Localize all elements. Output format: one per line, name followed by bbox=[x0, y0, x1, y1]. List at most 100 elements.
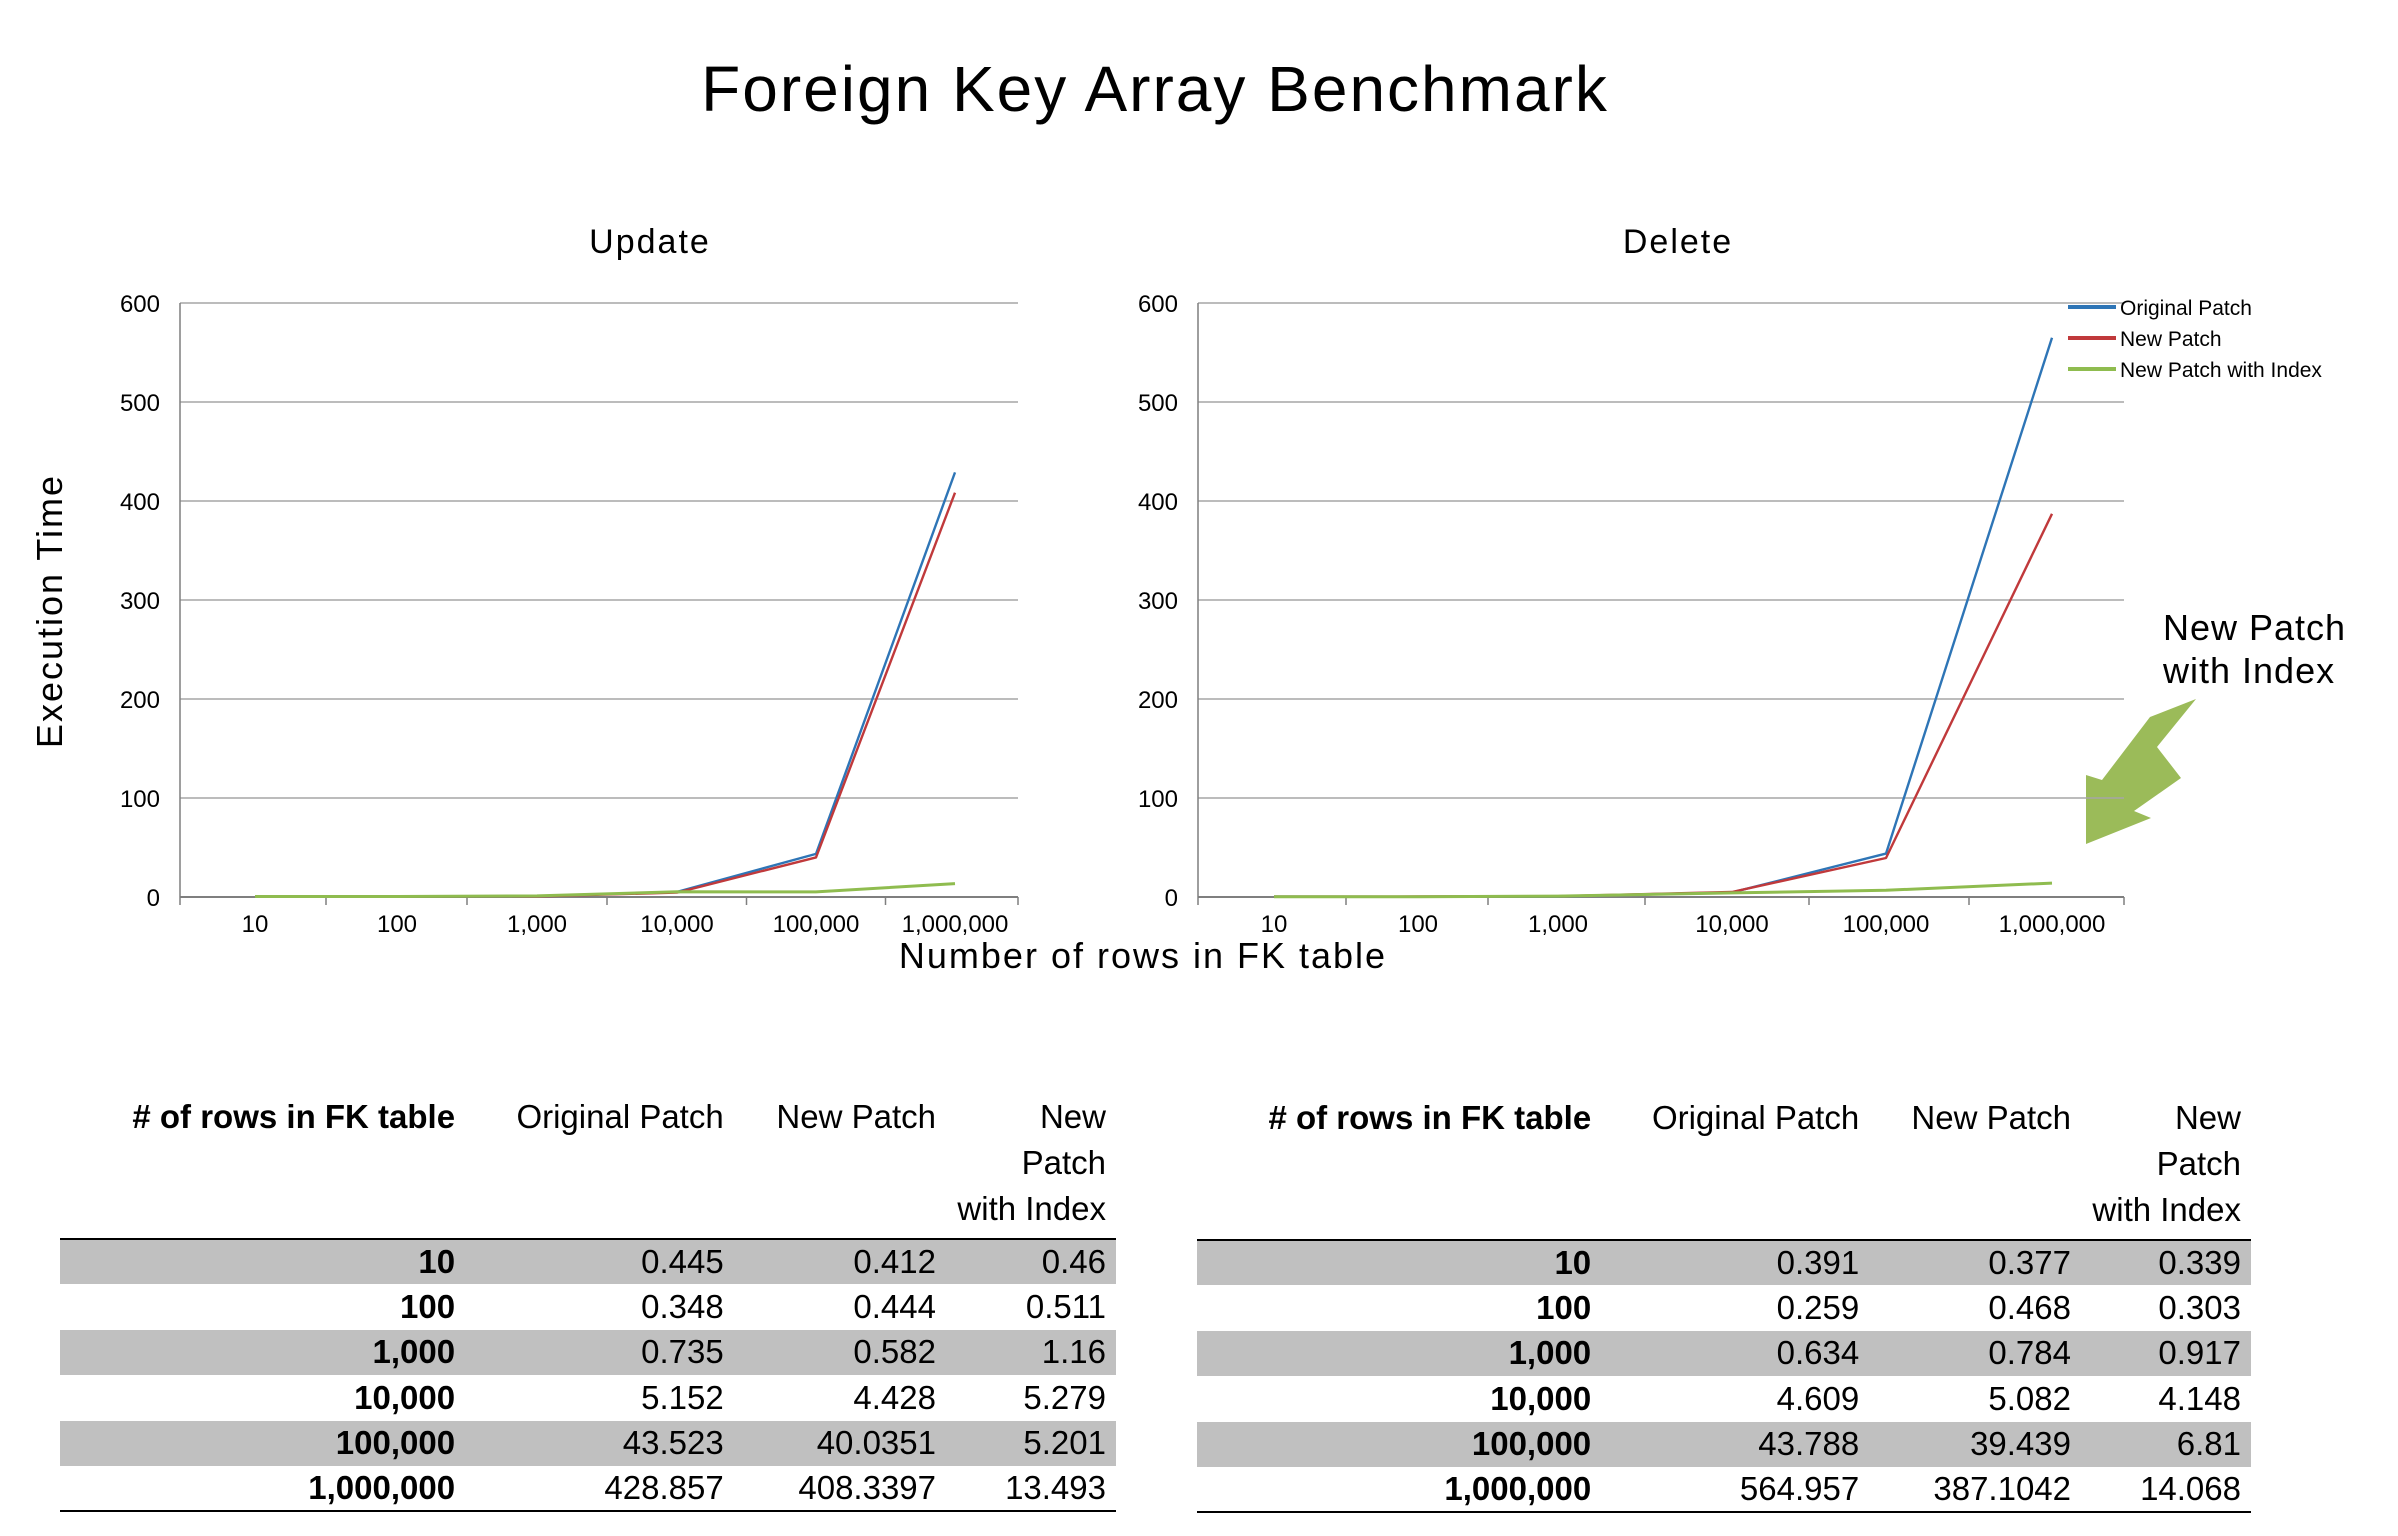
x-tick-label: 10,000 bbox=[1695, 911, 1768, 938]
value-cell: 6.81 bbox=[2176, 1425, 2241, 1463]
value-cell: 0.46 bbox=[1041, 1243, 1106, 1281]
series-line-index bbox=[1274, 881, 2053, 899]
y-tick-label: 200 bbox=[120, 687, 160, 714]
row-label-cell: 10 bbox=[418, 1243, 456, 1281]
value-cell: 1.16 bbox=[1041, 1333, 1106, 1371]
value-cell: 0.784 bbox=[1988, 1334, 2071, 1372]
table-row: 100 0.348 0.444 0.511 bbox=[60, 1284, 1116, 1329]
table-header-index: New Patch with Index bbox=[957, 1098, 1106, 1227]
y-tick-label: 200 bbox=[1138, 687, 1178, 714]
table-header-original: Original Patch bbox=[1651, 1099, 1860, 1136]
value-cell: 4.148 bbox=[2158, 1379, 2241, 1417]
value-cell: 0.412 bbox=[853, 1243, 936, 1281]
legend-label-original: Original Patch bbox=[2120, 297, 2252, 320]
value-cell: 0.735 bbox=[641, 1333, 724, 1371]
legend-label-new: New Patch bbox=[2120, 328, 2222, 351]
y-tick-label: 100 bbox=[1138, 786, 1178, 813]
y-tick-label: 300 bbox=[120, 588, 160, 615]
table-header-rows: # of rows in FK table bbox=[132, 1098, 456, 1135]
table-row: 100,000 43.523 40.0351 5.201 bbox=[60, 1420, 1116, 1466]
delete-chart: Delete 0 100 200 300 400 500 600 10 100 1,000 10,00… bbox=[1138, 223, 2322, 938]
row-label-cell: 100 bbox=[400, 1288, 456, 1326]
x-tick-label: 10,000 bbox=[640, 911, 713, 938]
value-cell: 14.068 bbox=[2140, 1470, 2241, 1508]
row-label-cell: 1,000,000 bbox=[308, 1469, 456, 1507]
table-row: 10,000 4.609 5.082 4.148 bbox=[1197, 1376, 2251, 1421]
value-cell: 0.444 bbox=[853, 1288, 936, 1326]
x-axis-label: Number of rows in FK table bbox=[899, 935, 1387, 976]
value-cell: 408.3397 bbox=[798, 1469, 936, 1507]
table-row: 1,000 0.735 0.582 1.16 bbox=[60, 1329, 1116, 1376]
value-cell: 0.259 bbox=[1776, 1289, 1860, 1327]
table-row: 10 0.391 0.377 0.339 bbox=[1197, 1240, 2251, 1286]
row-label-cell: 100 bbox=[1536, 1289, 1592, 1327]
value-cell: 564.957 bbox=[1739, 1470, 1860, 1508]
series-line-original bbox=[1273, 337, 2054, 898]
table-row: 1,000,000 564.957 387.1042 14.068 bbox=[1197, 1467, 2251, 1513]
annotation-arrow bbox=[2086, 699, 2196, 844]
row-label-cell: 10,000 bbox=[354, 1378, 456, 1416]
row-label-cell: 10 bbox=[1554, 1244, 1592, 1282]
delete-results-table: # of rows in FK table Original Patch New… bbox=[1197, 1091, 2251, 1513]
x-tick-label: 100 bbox=[377, 911, 417, 938]
y-tick-label: 400 bbox=[120, 489, 160, 516]
update-chart: Update 0 100 200 300 400 500 600 10 100 1,000 10,00… bbox=[120, 223, 1019, 938]
value-cell: 0.917 bbox=[2158, 1334, 2241, 1372]
value-cell: 5.279 bbox=[1023, 1378, 1106, 1416]
value-cell: 428.857 bbox=[604, 1469, 724, 1507]
annotation-line-2: with Index bbox=[2162, 650, 2335, 691]
y-tick-label: 0 bbox=[147, 885, 160, 912]
x-tick-label: 1,000,000 bbox=[902, 911, 1009, 938]
table-header-index: New Patch with Index bbox=[2092, 1099, 2241, 1228]
value-cell: 43.788 bbox=[1758, 1425, 1860, 1463]
y-tick-label: 300 bbox=[1138, 588, 1178, 615]
y-tick-label: 400 bbox=[1138, 489, 1178, 516]
value-cell: 4.609 bbox=[1776, 1379, 1860, 1417]
table-row: 100,000 43.788 39.439 6.81 bbox=[1197, 1421, 2251, 1467]
row-label-cell: 10,000 bbox=[1490, 1379, 1592, 1417]
value-cell: 5.152 bbox=[641, 1378, 724, 1416]
table-row: 1,000,000 428.857 408.3397 13.493 bbox=[60, 1466, 1116, 1512]
value-cell: 5.201 bbox=[1023, 1424, 1106, 1462]
value-cell: 0.634 bbox=[1776, 1334, 1860, 1372]
value-cell: 0.339 bbox=[2158, 1244, 2241, 1282]
table-row: 100 0.259 0.468 0.303 bbox=[1197, 1285, 2251, 1330]
y-tick-label: 600 bbox=[120, 291, 160, 318]
row-label-cell: 1,000 bbox=[1508, 1334, 1592, 1372]
value-cell: 0.582 bbox=[853, 1333, 936, 1371]
value-cell: 0.348 bbox=[641, 1288, 724, 1326]
x-tick-label: 1,000,000 bbox=[1999, 911, 2106, 938]
update-results-table: # of rows in FK table Original Patch New… bbox=[60, 1090, 1116, 1512]
value-cell: 4.428 bbox=[853, 1378, 936, 1416]
y-tick-label: 500 bbox=[1138, 390, 1178, 417]
value-cell: 0.468 bbox=[1988, 1289, 2071, 1327]
table-row: 10,000 5.152 4.428 5.279 bbox=[60, 1375, 1116, 1420]
chart-title: Delete bbox=[1623, 223, 1733, 261]
y-tick-label: 500 bbox=[120, 390, 160, 417]
series-line-new bbox=[255, 492, 957, 898]
table-header-rows: # of rows in FK table bbox=[1268, 1099, 1592, 1136]
value-cell: 387.1042 bbox=[1933, 1470, 2071, 1508]
value-cell: 40.0351 bbox=[816, 1424, 936, 1462]
y-tick-label: 100 bbox=[120, 786, 160, 813]
series-line-new bbox=[1273, 513, 2054, 898]
value-cell: 0.303 bbox=[2158, 1289, 2241, 1327]
value-cell: 13.493 bbox=[1005, 1469, 1106, 1507]
page-title: Foreign Key Array Benchmark bbox=[701, 53, 1609, 125]
value-cell: 43.523 bbox=[622, 1424, 724, 1462]
table-header-original: Original Patch bbox=[516, 1098, 724, 1135]
table-header-new: New Patch bbox=[776, 1098, 936, 1135]
value-cell: 39.439 bbox=[1970, 1425, 2071, 1463]
value-cell: 0.377 bbox=[1988, 1244, 2071, 1282]
x-tick-label: 10 bbox=[242, 911, 269, 938]
y-tick-label: 0 bbox=[1165, 885, 1178, 912]
table-row: 1,000 0.634 0.784 0.917 bbox=[1197, 1330, 2251, 1377]
series-line-index bbox=[255, 882, 956, 898]
x-tick-label: 100,000 bbox=[773, 911, 860, 938]
row-label-cell: 1,000,000 bbox=[1444, 1470, 1592, 1508]
x-tick-label: 10 bbox=[1261, 911, 1288, 938]
value-cell: 5.082 bbox=[1988, 1379, 2071, 1417]
row-label-cell: 100,000 bbox=[335, 1424, 456, 1462]
y-axis-label: Execution Time bbox=[29, 474, 70, 748]
row-label-cell: 1,000 bbox=[372, 1333, 456, 1371]
